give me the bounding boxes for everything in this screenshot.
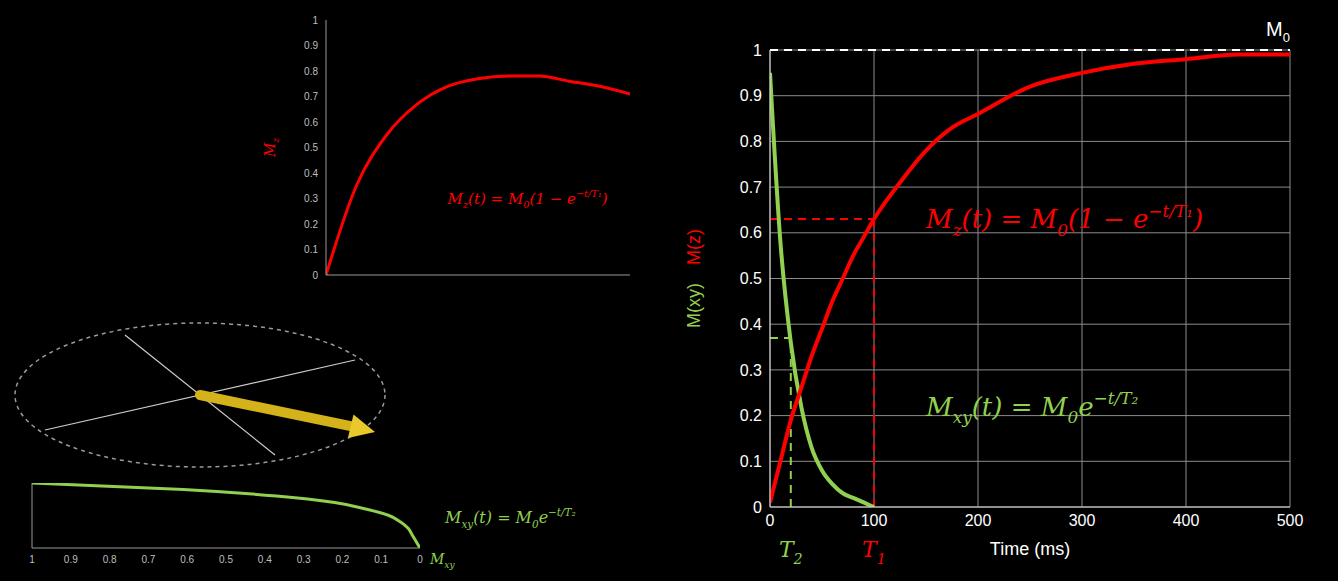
svg-text:0.2: 0.2: [335, 554, 349, 565]
svg-text:0.6: 0.6: [180, 554, 194, 565]
svg-text:0.5: 0.5: [740, 270, 762, 287]
svg-text:M(xy)M(z): M(xy)M(z): [684, 229, 704, 328]
svg-text:0.3: 0.3: [297, 554, 311, 565]
svg-text:0.5: 0.5: [304, 142, 318, 153]
svg-text:Mz: Mz: [262, 138, 281, 158]
svg-text:1: 1: [29, 554, 35, 565]
svg-text:0.8: 0.8: [304, 66, 318, 77]
svg-text:0.9: 0.9: [740, 87, 762, 104]
svg-text:0.6: 0.6: [740, 224, 762, 241]
svg-text:0.7: 0.7: [304, 91, 318, 102]
svg-text:0.2: 0.2: [304, 219, 318, 230]
svg-text:0.3: 0.3: [304, 193, 318, 204]
svg-text:0.8: 0.8: [103, 554, 117, 565]
svg-text:0: 0: [417, 554, 423, 565]
svg-text:0.8: 0.8: [740, 133, 762, 150]
svg-text:0.3: 0.3: [740, 362, 762, 379]
svg-text:0.4: 0.4: [304, 168, 318, 179]
svg-text:1: 1: [312, 15, 318, 26]
svg-text:300: 300: [1069, 512, 1096, 529]
svg-text:Mxy: Mxy: [429, 551, 455, 570]
svg-text:400: 400: [1173, 512, 1200, 529]
svg-text:200: 200: [965, 512, 992, 529]
svg-text:M0: M0: [1266, 18, 1290, 45]
svg-text:0: 0: [766, 512, 775, 529]
svg-text:0.2: 0.2: [740, 407, 762, 424]
svg-text:0: 0: [753, 499, 762, 516]
svg-text:0.6: 0.6: [304, 117, 318, 128]
svg-text:0.1: 0.1: [740, 453, 762, 470]
svg-text:Mz(t) = M0(1 − e−t/T₁): Mz(t) = M0(1 − e−t/T₁): [925, 201, 1203, 241]
svg-text:0.9: 0.9: [64, 554, 78, 565]
svg-text:100: 100: [861, 512, 888, 529]
svg-text:0.1: 0.1: [374, 554, 388, 565]
svg-text:0.7: 0.7: [141, 554, 155, 565]
svg-text:0: 0: [312, 270, 318, 281]
svg-text:Mz(t) = M0(1 − e−t/T₁): Mz(t) = M0(1 − e−t/T₁): [447, 188, 608, 210]
svg-text:Mxy(t) = M0e−t/T₂: Mxy(t) = M0e−t/T₂: [444, 506, 576, 530]
svg-text:0.7: 0.7: [740, 179, 762, 196]
svg-text:T1: T1: [862, 537, 886, 567]
svg-text:0.5: 0.5: [219, 554, 233, 565]
svg-text:0.4: 0.4: [740, 316, 762, 333]
svg-text:Time (ms): Time (ms): [990, 539, 1070, 559]
svg-text:0.4: 0.4: [258, 554, 272, 565]
svg-text:1: 1: [753, 42, 762, 59]
svg-text:0.1: 0.1: [304, 244, 318, 255]
svg-text:500: 500: [1277, 512, 1304, 529]
svg-text:T2: T2: [779, 537, 803, 567]
svg-text:0.9: 0.9: [304, 40, 318, 51]
svg-text:Mxy(t) = M0e−t/T₂: Mxy(t) = M0e−t/T₂: [925, 388, 1138, 428]
